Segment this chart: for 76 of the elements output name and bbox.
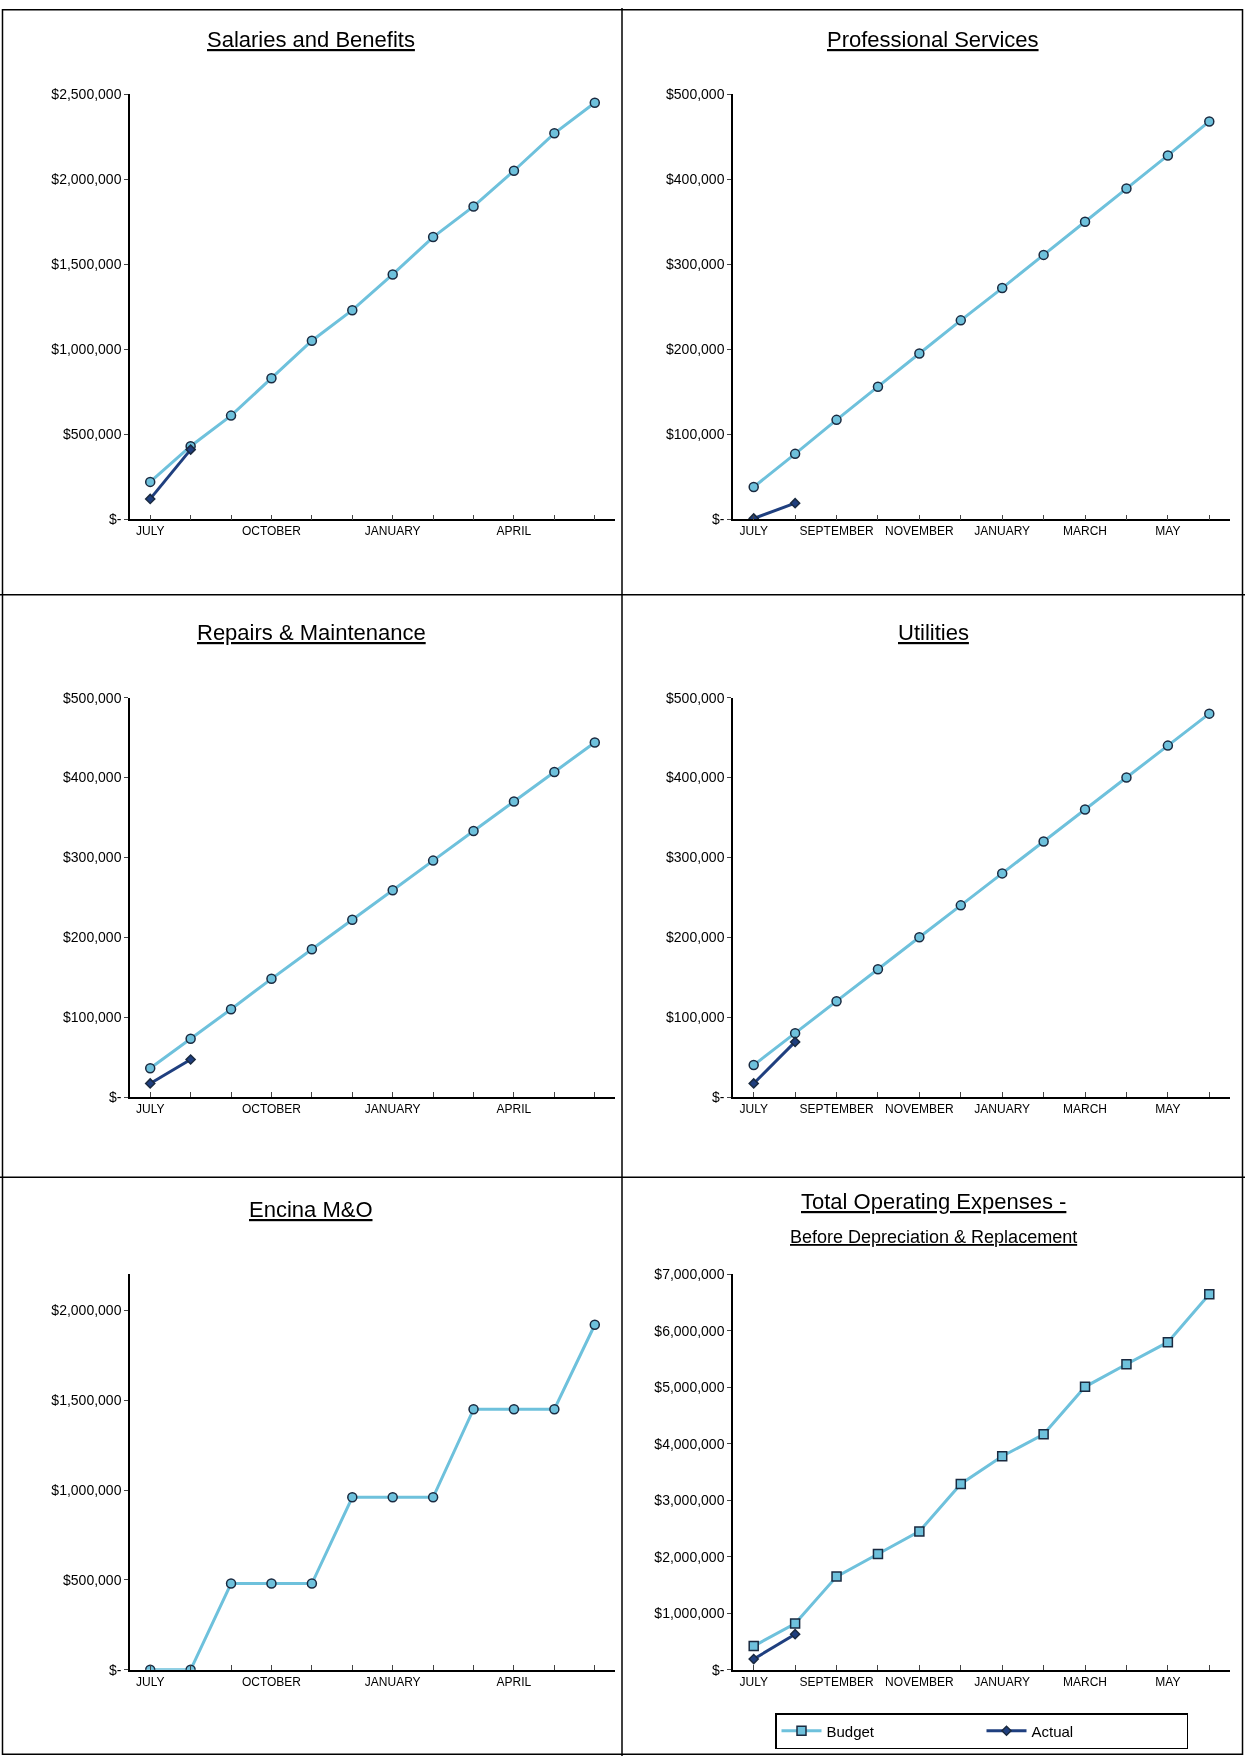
x-tick-label: OCTOBER	[241, 1102, 302, 1117]
y-tick-label: $500,000	[666, 689, 725, 706]
y-tick-label: $100,000	[666, 426, 725, 443]
y-tick-label: $-	[109, 1088, 122, 1105]
x-tick-label: JANUARY	[364, 1674, 421, 1689]
y-tick-label: $2,500,000	[51, 86, 122, 103]
y-tick-label: $400,000	[666, 769, 725, 786]
y-tick-label: $2,000,000	[654, 1548, 725, 1565]
x-tick-label: MARCH	[1063, 524, 1108, 539]
x-tick-label: JANUARY	[974, 1102, 1031, 1117]
y-tick-label: $300,000	[63, 849, 122, 866]
y-tick-label: $500,000	[63, 1571, 122, 1588]
y-tick-label: $500,000	[63, 426, 122, 443]
y-tick-label: $200,000	[666, 341, 725, 358]
x-tick-label: NOVEMBER	[885, 1102, 955, 1117]
legend-label: Actual	[1031, 1722, 1074, 1740]
legend-label: Budget	[826, 1722, 875, 1740]
x-tick-label: JULY	[739, 1102, 768, 1117]
y-tick-label: $1,500,000	[51, 1392, 122, 1409]
y-tick-label: $400,000	[666, 171, 725, 188]
x-tick-label: MAY	[1155, 524, 1181, 539]
chart-title: Encina M&O	[249, 1197, 373, 1222]
y-tick-label: $1,500,000	[51, 256, 122, 273]
y-tick-label: $100,000	[63, 1009, 122, 1026]
chart-subtitle: Before Depreciation & Replacement	[790, 1227, 1078, 1247]
x-tick-label: SEPTEMBER	[799, 1102, 874, 1117]
y-tick-label: $500,000	[63, 689, 122, 706]
y-tick-label: $1,000,000	[654, 1605, 725, 1622]
y-tick-label: $300,000	[666, 256, 725, 273]
chart-title: Professional Services	[827, 27, 1039, 52]
y-tick-label: $-	[712, 1088, 725, 1105]
x-tick-label: JULY	[135, 1674, 165, 1689]
y-tick-label: $2,000,000	[51, 171, 122, 188]
x-tick-label: OCTOBER	[241, 524, 302, 539]
y-tick-label: $-	[712, 1661, 725, 1678]
x-tick-label: NOVEMBER	[885, 524, 955, 539]
x-tick-label: MARCH	[1063, 1674, 1108, 1689]
x-tick-label: MAY	[1155, 1674, 1181, 1689]
x-tick-label: JANUARY	[974, 1674, 1031, 1689]
y-tick-label: $-	[109, 511, 122, 528]
x-tick-label: JULY	[739, 1674, 768, 1689]
x-tick-label: APRIL	[496, 1102, 532, 1117]
y-tick-label: $6,000,000	[654, 1322, 725, 1339]
chart-title: Salaries and Benefits	[207, 27, 415, 52]
y-tick-label: $5,000,000	[654, 1379, 725, 1396]
y-tick-label: $500,000	[666, 86, 725, 103]
chart-title: Total Operating Expenses -	[801, 1189, 1067, 1214]
x-tick-label: OCTOBER	[241, 1674, 302, 1689]
chart-title: Repairs & Maintenance	[197, 620, 426, 645]
x-tick-label: NOVEMBER	[885, 1674, 955, 1689]
y-tick-label: $400,000	[63, 769, 122, 786]
y-tick-label: $3,000,000	[654, 1492, 725, 1509]
x-tick-label: APRIL	[496, 524, 532, 539]
x-tick-label: SEPTEMBER	[799, 1674, 874, 1689]
y-tick-label: $7,000,000	[654, 1266, 725, 1283]
y-tick-label: $2,000,000	[51, 1302, 122, 1319]
y-tick-label: $1,000,000	[51, 341, 122, 358]
y-tick-label: $-	[109, 1661, 122, 1678]
y-tick-label: $200,000	[666, 929, 725, 946]
y-tick-label: $200,000	[63, 929, 122, 946]
y-tick-label: $100,000	[666, 1009, 725, 1026]
x-tick-label: MARCH	[1063, 1102, 1108, 1117]
x-tick-label: APRIL	[496, 1674, 532, 1689]
x-tick-label: JULY	[135, 524, 165, 539]
y-tick-label: $1,000,000	[51, 1481, 122, 1498]
y-tick-label: $4,000,000	[654, 1435, 725, 1452]
x-tick-label: JULY	[739, 524, 768, 539]
y-tick-label: $300,000	[666, 849, 725, 866]
chart-title: Utilities	[898, 620, 969, 645]
x-tick-label: JANUARY	[364, 524, 421, 539]
x-tick-label: MAY	[1155, 1102, 1181, 1117]
y-tick-label: $-	[712, 511, 725, 528]
x-tick-label: JANUARY	[974, 524, 1031, 539]
x-tick-label: JANUARY	[364, 1102, 421, 1117]
x-tick-label: JULY	[135, 1102, 165, 1117]
x-tick-label: SEPTEMBER	[799, 524, 874, 539]
